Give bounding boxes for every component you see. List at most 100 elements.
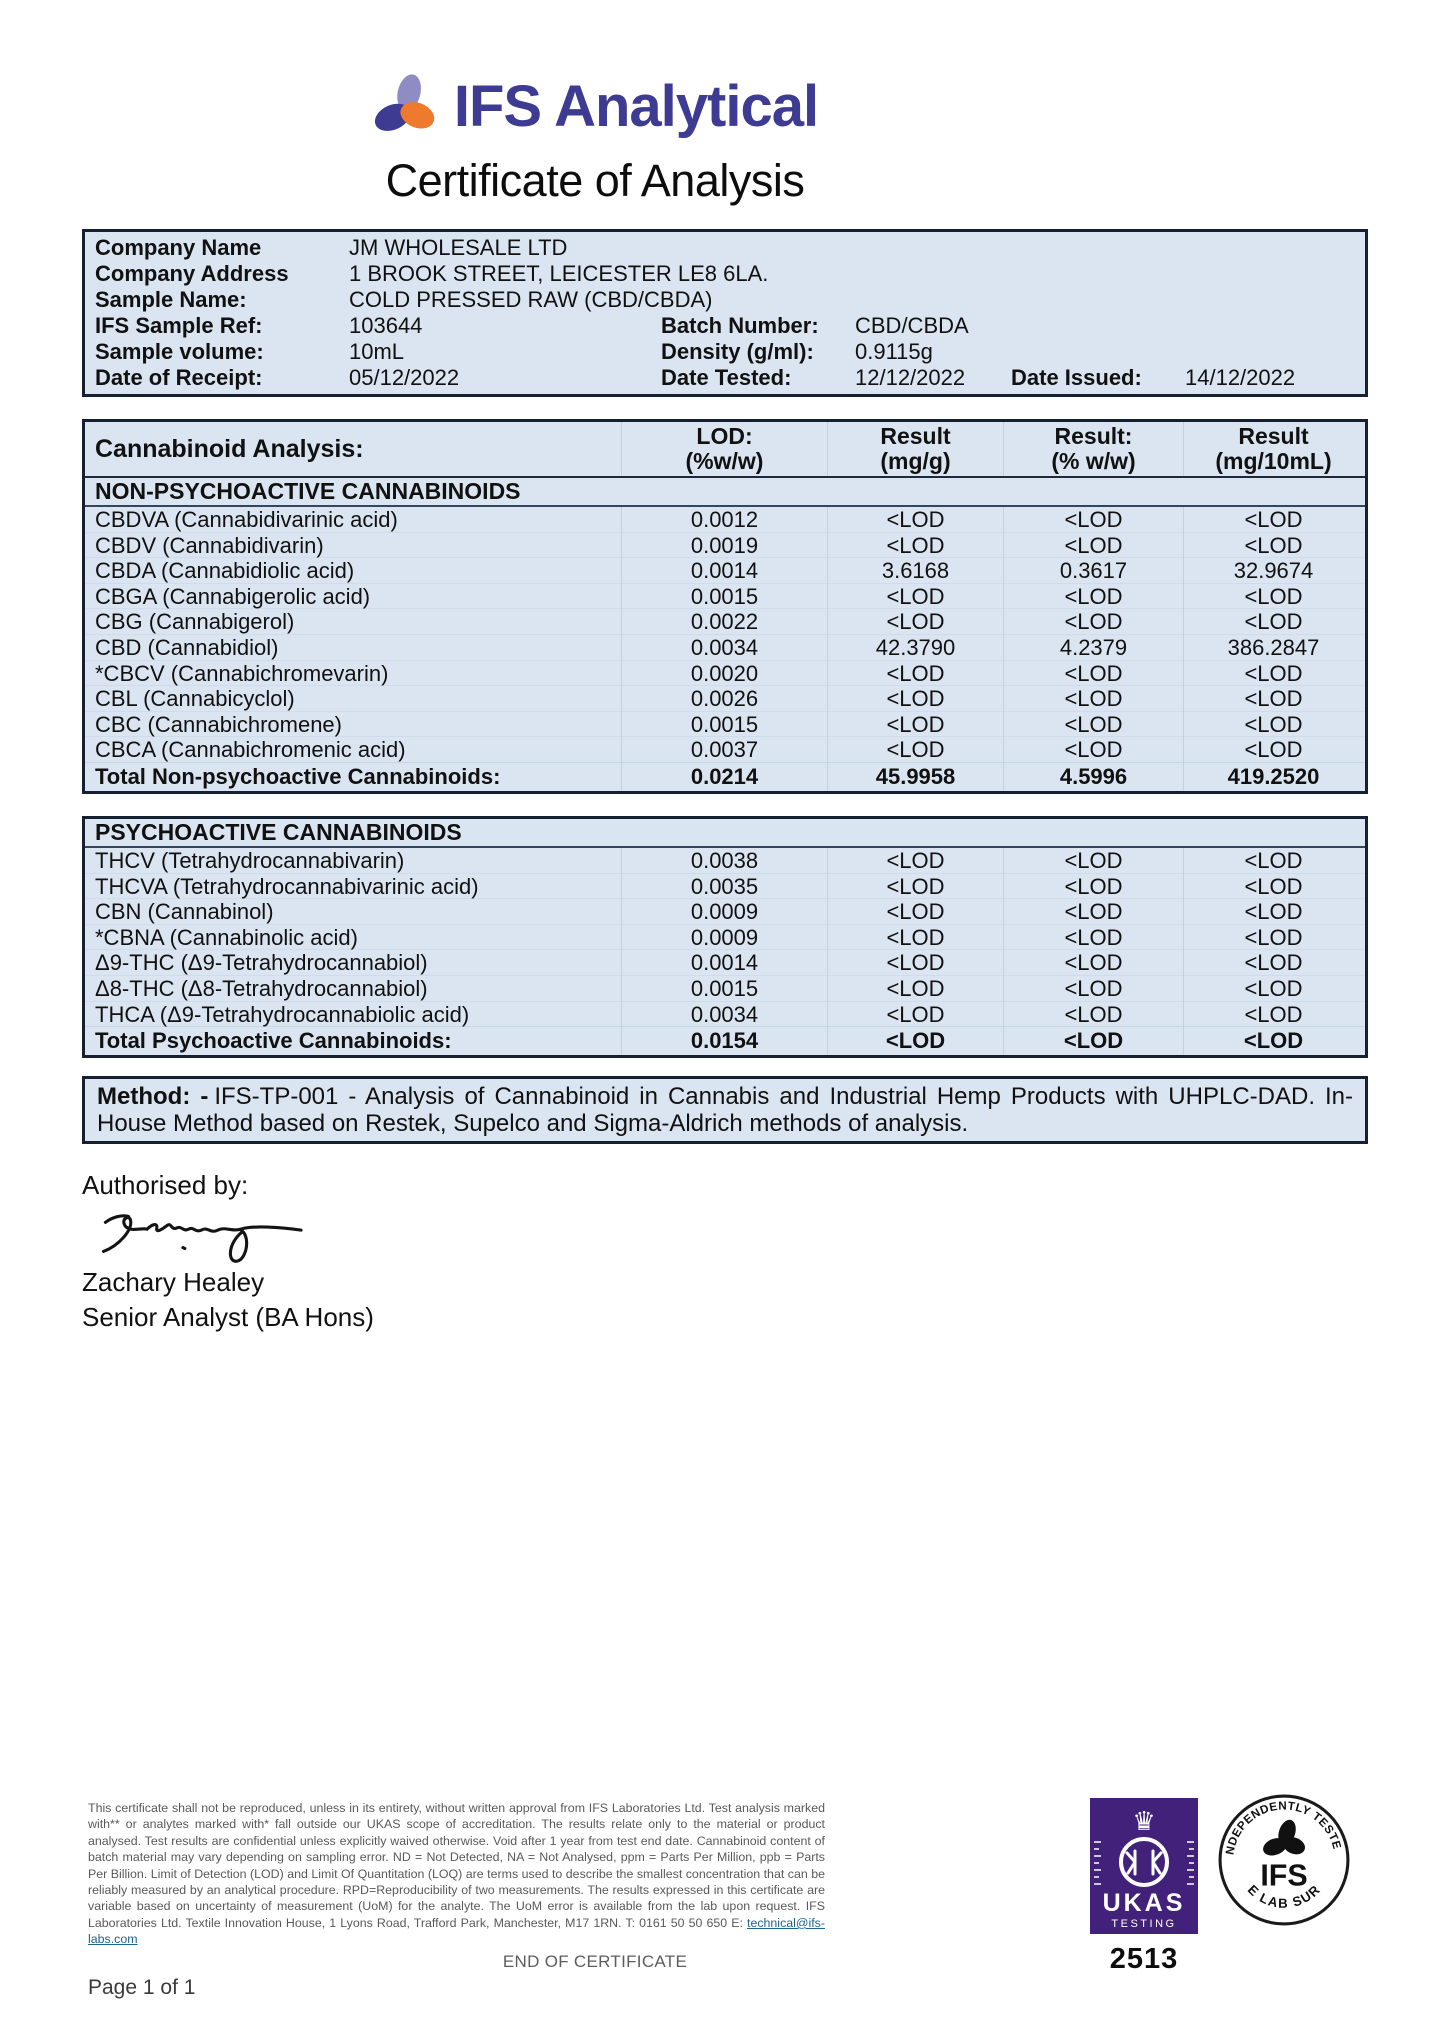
cannabinoid-name: THCV (Tetrahydrocannabivarin) — [95, 847, 405, 873]
col-header-mg-10ml-line1: Result — [1238, 423, 1309, 449]
analysis-title: Cannabinoid Analysis: — [95, 434, 364, 463]
table-row: CBCA (Cannabichromenic acid) 0.0037 <LOD… — [85, 736, 1365, 764]
company-name-label: Company Name — [95, 235, 262, 260]
result-mg-10ml: 386.2847 — [1183, 634, 1363, 661]
cannabinoid-name: CBCA (Cannabichromenic acid) — [95, 737, 406, 763]
page-number: Page 1 of 1 — [88, 1976, 196, 1999]
lod-value: 0.0015 — [621, 583, 827, 610]
end-of-certificate-label: END OF CERTIFICATE — [502, 1952, 688, 1971]
table-row: CBDV (Cannabidivarin) 0.0019 <LOD <LOD <… — [85, 531, 1365, 559]
result-mg-g: 42.3790 — [827, 634, 1003, 661]
result-pct: <LOD — [1003, 1001, 1183, 1028]
cannabinoid-name: CBN (Cannabinol) — [95, 899, 274, 925]
result-pct: 4.2379 — [1003, 634, 1183, 661]
result-mg-g: <LOD — [827, 1001, 1003, 1028]
table-row: THCV (Tetrahydrocannabivarin) 0.0038 <LO… — [85, 847, 1365, 874]
email-link[interactable]: technical@ifs-labs.com — [88, 1915, 825, 1947]
method-label: Method: - — [97, 1083, 209, 1111]
result-pct: <LOD — [1003, 924, 1183, 951]
psychoactive-table: PSYCHOACTIVE CANNABINOIDS THCV (Tetrahyd… — [82, 815, 1368, 1059]
sample-name-label: Sample Name: — [95, 287, 247, 312]
total-lod: 0.0214 — [621, 762, 827, 791]
result-mg-10ml: <LOD — [1183, 873, 1363, 900]
table-row: Δ8-THC (Δ8-Tetrahydrocannabiol) 0.0015 <… — [85, 974, 1365, 1002]
disclaimer-text: This certificate shall not be reproduced… — [88, 1800, 825, 1948]
cannabinoid-name: THCVA (Tetrahydrocannabivarinic acid) — [95, 873, 479, 899]
lod-value: 0.0014 — [621, 558, 827, 585]
result-mg-g: <LOD — [827, 660, 1003, 687]
non-psychoactive-table: Cannabinoid Analysis: LOD: (%w/w) Result… — [82, 419, 1368, 794]
sample-volume-value: 10mL — [349, 339, 405, 364]
result-mg-g: <LOD — [827, 950, 1003, 977]
result-mg-g: <LOD — [827, 737, 1003, 764]
result-mg-g: <LOD — [827, 583, 1003, 610]
result-pct: <LOD — [1003, 950, 1183, 977]
total-row-psychoactive: Total Psychoactive Cannabinoids: 0.0154 … — [85, 1026, 1365, 1056]
table-row: CBL (Cannabicyclol) 0.0026 <LOD <LOD <LO… — [85, 685, 1365, 713]
date-tested-value: 12/12/2022 — [855, 365, 966, 390]
table-row: Δ9-THC (Δ9-Tetrahydrocannabiol) 0.0014 <… — [85, 949, 1365, 977]
stamp-trefoil-icon — [1263, 1819, 1306, 1856]
analysis-header-row: Cannabinoid Analysis: LOD: (%w/w) Result… — [85, 422, 1365, 478]
result-mg-g: <LOD — [827, 609, 1003, 636]
result-mg-10ml: <LOD — [1183, 660, 1363, 687]
header: IFS Analytical Certificate of Analysis — [80, 0, 1110, 207]
result-pct: <LOD — [1003, 711, 1183, 738]
ukas-testing-label: TESTING — [1111, 1918, 1176, 1930]
date-receipt-label: Date of Receipt: — [95, 365, 263, 390]
info-row-sample-volume: Sample volume: 10mL Density (g/ml): 0.91… — [85, 339, 1365, 365]
section-label: NON-PSYCHOACTIVE CANNABINOIDS — [95, 478, 521, 504]
result-mg-g: <LOD — [827, 873, 1003, 900]
page-title: Certificate of Analysis — [385, 155, 805, 206]
ifs-stamp: INDEPENDENTLY TESTED BE LAB SURE IFS — [1210, 1780, 1352, 1933]
cannabinoid-name: CBDVA (Cannabidivarinic acid) — [95, 507, 398, 532]
info-row-sample-name: Sample Name: COLD PRESSED RAW (CBD/CBDA) — [85, 287, 1365, 313]
result-pct: <LOD — [1003, 686, 1183, 713]
section-label: PSYCHOACTIVE CANNABINOIDS — [95, 818, 462, 845]
info-row-dates: Date of Receipt: 05/12/2022 Date Tested:… — [85, 365, 1365, 391]
lod-value: 0.0035 — [621, 873, 827, 900]
total-row-non-psychoactive: Total Non-psychoactive Cannabinoids: 0.0… — [85, 761, 1365, 791]
result-mg-g: <LOD — [827, 975, 1003, 1002]
col-header-mg-10ml: Result (mg/10mL) — [1183, 422, 1363, 476]
lod-value: 0.0009 — [621, 924, 827, 951]
result-mg-10ml: <LOD — [1183, 950, 1363, 977]
total-pct: 4.5996 — [1003, 762, 1183, 791]
disclaimer-body: This certificate shall not be reproduced… — [88, 1801, 825, 1930]
result-pct: <LOD — [1003, 975, 1183, 1002]
col-header-mg-10ml-line2: (mg/10mL) — [1215, 448, 1332, 474]
result-mg-10ml: <LOD — [1183, 583, 1363, 610]
date-issued-label: Date Issued: — [1011, 365, 1142, 390]
lod-value: 0.0015 — [621, 711, 827, 738]
result-mg-10ml: <LOD — [1183, 924, 1363, 951]
density-value: 0.9115g — [855, 339, 933, 364]
result-pct: <LOD — [1003, 660, 1183, 687]
table-row: THCVA (Tetrahydrocannabivarinic acid) 0.… — [85, 872, 1365, 900]
result-mg-10ml: <LOD — [1183, 737, 1363, 764]
info-row-company-name: Company Name JM WHOLESALE LTD — [85, 235, 1365, 261]
ifs-stamp-seal: INDEPENDENTLY TESTED BE LAB SURE IFS — [1210, 1780, 1350, 1926]
cannabinoid-name: Δ8-THC (Δ8-Tetrahydrocannabiol) — [95, 975, 428, 1001]
result-mg-10ml: <LOD — [1183, 507, 1363, 533]
result-mg-g: <LOD — [827, 711, 1003, 738]
result-mg-g: <LOD — [827, 507, 1003, 533]
col-header-pct: Result: (% w/w) — [1003, 422, 1183, 476]
cannabinoid-name: CBG (Cannabigerol) — [95, 609, 295, 635]
cannabinoid-name: CBDV (Cannabidivarin) — [95, 532, 324, 558]
method-box: Method: - IFS-TP-001 - Analysis of Cannab… — [82, 1076, 1368, 1145]
section-header-non-psychoactive: NON-PSYCHOACTIVE CANNABINOIDS — [85, 478, 1365, 507]
table-row: CBG (Cannabigerol) 0.0022 <LOD <LOD <LOD — [85, 608, 1365, 636]
cannabinoid-name: *CBCV (Cannabichromevarin) — [95, 660, 389, 686]
ifs-sample-ref-value: 103644 — [349, 313, 423, 338]
ukas-wordmark: UKAS — [1103, 1889, 1186, 1917]
brand-name: IFS Analytical — [453, 73, 819, 139]
cannabinoid-name: CBL (Cannabicyclol) — [95, 686, 295, 712]
table-row: CBGA (Cannabigerolic acid) 0.0015 <LOD <… — [85, 582, 1365, 610]
company-address-value: 1 BROOK STREET, LEICESTER LE8 6LA. — [349, 261, 769, 286]
authorised-by-label: Authorised by: — [82, 1170, 249, 1201]
result-mg-10ml: <LOD — [1183, 1001, 1363, 1028]
lod-value: 0.0037 — [621, 737, 827, 764]
lod-value: 0.0020 — [621, 660, 827, 687]
total-label: Total Non-psychoactive Cannabinoids: — [95, 763, 501, 789]
